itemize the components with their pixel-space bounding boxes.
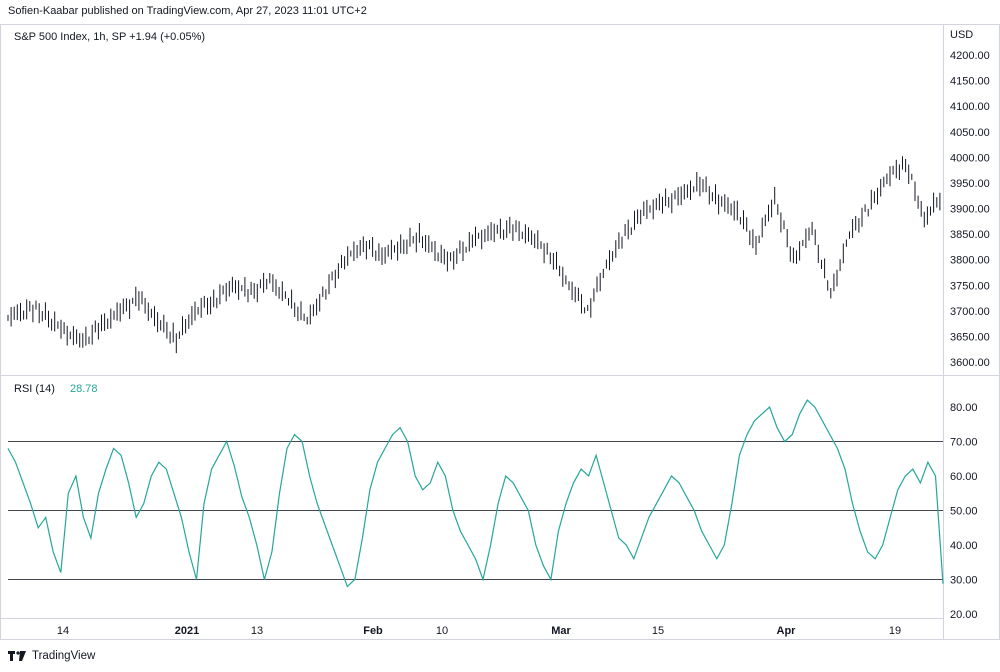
- footer-brand: TradingView: [8, 650, 95, 662]
- price-tick-label: 3600.00: [950, 357, 990, 369]
- time-tick-label: 13: [251, 625, 263, 637]
- rsi-tick-label: 60.00: [950, 471, 978, 483]
- rsi-line: [7, 399, 944, 588]
- tradingview-logo-icon: [8, 651, 26, 661]
- price-tick-label: 3950.00: [950, 178, 990, 190]
- price-bars: [7, 156, 941, 354]
- price-tick-label: 4200.00: [950, 50, 990, 62]
- rsi-tick-label: 50.00: [950, 506, 978, 518]
- time-tick-label: Mar: [551, 625, 571, 637]
- price-tick-label: 3900.00: [950, 204, 990, 216]
- price-tick-label: 3850.00: [950, 229, 990, 241]
- rsi-tick-label: 30.00: [950, 575, 978, 587]
- publisher-line: Sofien-Kaabar published on TradingView.c…: [8, 5, 367, 17]
- time-tick-label: Feb: [363, 625, 383, 637]
- price-tick-label: 4050.00: [950, 127, 990, 139]
- price-tick-label: 3800.00: [950, 255, 990, 267]
- rsi-tick-label: 40.00: [950, 540, 978, 552]
- rsi-tick-label: 80.00: [950, 402, 978, 414]
- rsi-tick-label: 70.00: [950, 437, 978, 449]
- price-tick-label: 4000.00: [950, 152, 990, 164]
- chart-border: [0, 24, 1000, 640]
- time-tick-label: 2021: [175, 625, 199, 637]
- price-tick-label: 3650.00: [950, 331, 990, 343]
- rsi-value-label: 28.78: [70, 383, 98, 395]
- currency-label: USD: [950, 29, 973, 41]
- footer-brand-label: TradingView: [32, 650, 96, 662]
- price-tick-label: 3700.00: [950, 306, 990, 318]
- price-tick-label: 4100.00: [950, 101, 990, 113]
- time-tick-label: Apr: [777, 625, 797, 637]
- rsi-legend: RSI (14): [14, 383, 55, 395]
- price-legend: S&P 500 Index, 1h, SP +1.94 (+0.05%): [14, 31, 205, 43]
- price-tick-label: 4150.00: [950, 76, 990, 88]
- time-tick-label: 19: [889, 625, 901, 637]
- rsi-tick-label: 20.00: [950, 609, 978, 621]
- time-tick-label: 15: [652, 625, 664, 637]
- time-tick-label: 10: [436, 625, 448, 637]
- time-tick-label: 14: [57, 625, 69, 637]
- price-tick-label: 3750.00: [950, 280, 990, 292]
